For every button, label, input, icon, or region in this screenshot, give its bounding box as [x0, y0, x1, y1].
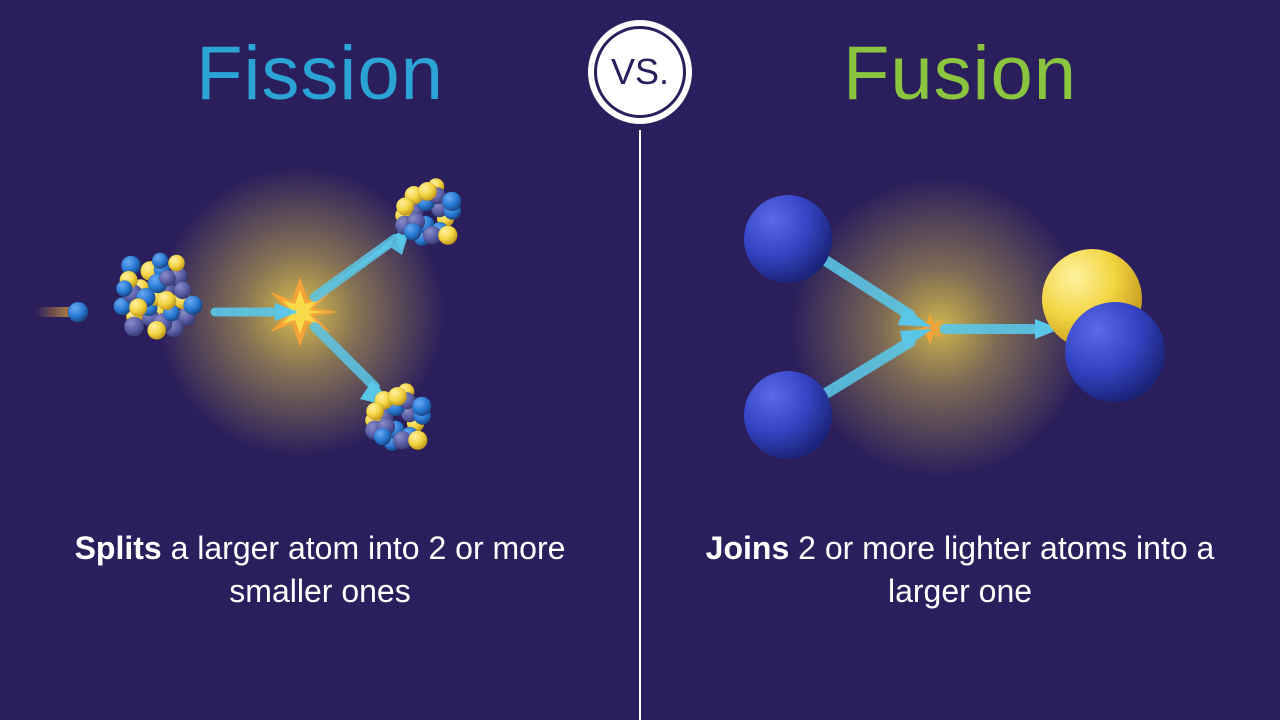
fusion-diagram — [640, 137, 1280, 517]
fusion-atom-2 — [744, 371, 832, 459]
fission-caption-rest: a larger atom into 2 or more smaller one… — [162, 530, 566, 609]
infographic-container: Fission — [0, 0, 1280, 720]
incoming-neutron — [68, 302, 88, 322]
fusion-title: Fusion — [640, 30, 1280, 117]
vs-badge-label: VS. — [594, 26, 686, 118]
fusion-panel: Fusion — [640, 0, 1280, 720]
fusion-caption: Joins 2 or more lighter atoms into a lar… — [640, 527, 1280, 613]
fission-diagram — [0, 137, 640, 517]
fission-caption-bold: Splits — [75, 530, 162, 566]
vs-badge: VS. — [588, 20, 692, 124]
fusion-atom-1 — [744, 195, 832, 283]
fusion-result-blue — [1065, 302, 1165, 402]
fusion-caption-rest: 2 or more lighter atoms into a larger on… — [789, 530, 1214, 609]
fusion-caption-bold: Joins — [706, 530, 790, 566]
fission-nucleus-small-1 — [395, 178, 461, 246]
fission-title: Fission — [0, 30, 640, 117]
fission-caption: Splits a larger atom into 2 or more smal… — [0, 527, 640, 613]
fission-panel: Fission — [0, 0, 640, 720]
center-divider — [639, 130, 641, 720]
